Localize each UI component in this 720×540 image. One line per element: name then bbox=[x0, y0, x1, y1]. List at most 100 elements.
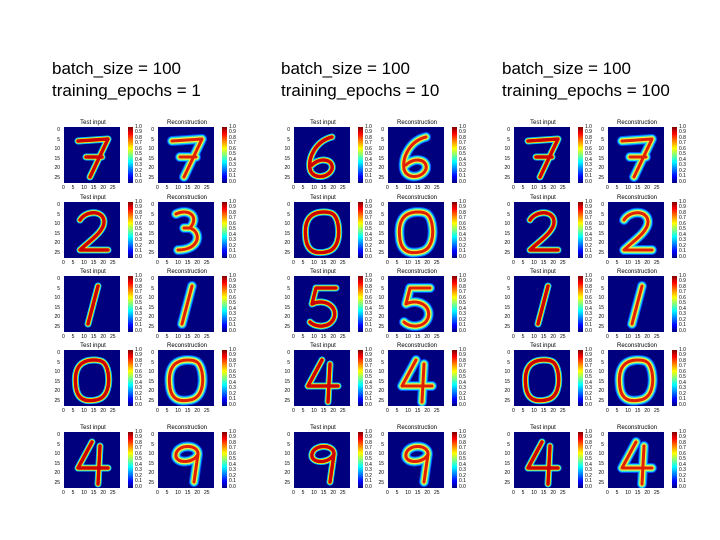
colorbar-tick-label: 0.9 bbox=[585, 129, 592, 136]
colorbar-tick-label: 1.0 bbox=[135, 273, 142, 279]
x-tick-label: 20 bbox=[100, 334, 106, 340]
colorbar-tick-label: 0.7 bbox=[135, 445, 142, 452]
colorbar-tick-label: 0.6 bbox=[459, 368, 466, 375]
colorbar-tick-label: 0.5 bbox=[365, 226, 372, 233]
y-tick-label: 20 bbox=[284, 388, 290, 395]
digit-image bbox=[617, 134, 657, 182]
y-tick-label: 5 bbox=[287, 136, 290, 143]
x-tick-label: 10 bbox=[311, 490, 317, 496]
colorbar-tick-label: 0.1 bbox=[585, 248, 592, 255]
y-tick-label: 25 bbox=[148, 398, 154, 404]
colorbar-tick-label: 0.4 bbox=[365, 461, 372, 468]
colorbar-tick-label: 1.0 bbox=[135, 429, 142, 435]
x-tick-label: 20 bbox=[424, 490, 430, 496]
digit-image bbox=[401, 441, 433, 487]
colorbar-tick-label: 0.9 bbox=[585, 434, 592, 441]
colorbar-tick-label: 0.3 bbox=[365, 385, 372, 392]
y-tick-label: 0 bbox=[507, 276, 510, 282]
y-tick-label: 5 bbox=[381, 285, 384, 292]
colorbar-tick-label: 0.2 bbox=[679, 390, 686, 397]
y-tick-label: 25 bbox=[504, 175, 510, 181]
test-input-panel: Test input 0 5 10 15 20 25 0 5 10 15 20 25 1.0 0.9 0.8 0… bbox=[276, 425, 386, 499]
test-input-panel: Test input 0 5 10 15 20 25 0 5 10 15 20 25 1.0 0.9 0.8 0… bbox=[496, 343, 606, 417]
colorbar-tick-label: 0.6 bbox=[365, 294, 372, 301]
x-tick-label: 0 bbox=[62, 334, 65, 340]
test-input-panel: Test input 0 5 10 15 20 25 0 5 10 15 20 25 1.0 0.9 0.8 0… bbox=[46, 120, 156, 194]
x-tick-label: 5 bbox=[71, 408, 75, 414]
y-tick-label: 20 bbox=[598, 470, 604, 477]
x-tick-label: 15 bbox=[634, 408, 641, 414]
x-tick-label: 10 bbox=[625, 334, 631, 340]
y-tick-label: 20 bbox=[598, 388, 604, 395]
y-tick-label: 15 bbox=[284, 304, 290, 311]
colorbar-tick-label: 0.7 bbox=[365, 140, 372, 147]
x-tick-label: 0 bbox=[156, 260, 159, 266]
colorbar-tick-label: 0.1 bbox=[585, 322, 592, 329]
x-tick-label: 10 bbox=[311, 408, 317, 414]
x-tick-label: 25 bbox=[434, 185, 440, 191]
y-tick-label: 0 bbox=[381, 350, 384, 356]
y-tick-label: 25 bbox=[284, 250, 290, 256]
colorbar-tick-label: 0.4 bbox=[679, 379, 686, 386]
x-tick-label: 5 bbox=[165, 408, 169, 414]
colorbar-tick-label: 0.6 bbox=[229, 294, 236, 301]
x-tick-label: 0 bbox=[606, 185, 609, 191]
y-tick-label: 5 bbox=[507, 285, 510, 292]
colorbar-tick-label: 0.1 bbox=[229, 322, 236, 329]
y-tick-label: 20 bbox=[148, 240, 154, 247]
colorbar-tick-label: 0.9 bbox=[135, 129, 142, 136]
x-tick-label: 5 bbox=[301, 260, 305, 266]
x-tick-label: 25 bbox=[560, 185, 566, 191]
colorbar-tick-label: 0.4 bbox=[135, 156, 142, 163]
colorbar-tick-label: 0.8 bbox=[585, 357, 592, 364]
colorbar-tick-label: 0.5 bbox=[135, 456, 142, 463]
x-tick-label: 0 bbox=[512, 334, 515, 340]
digit-heatmap bbox=[64, 432, 120, 488]
colorbar-tick-label: 0.0 bbox=[585, 483, 592, 490]
y-tick-label: 20 bbox=[504, 470, 510, 477]
panel-title: Reconstruction bbox=[396, 343, 438, 349]
y-tick-label: 20 bbox=[598, 240, 604, 247]
colorbar-tick-label: 0.9 bbox=[229, 352, 236, 359]
x-tick-label: 15 bbox=[414, 185, 421, 191]
x-tick-label: 20 bbox=[100, 490, 106, 496]
y-tick-label: 10 bbox=[598, 146, 604, 153]
y-tick-label: 5 bbox=[507, 359, 510, 366]
y-tick-label: 15 bbox=[504, 378, 510, 385]
digit-heatmap bbox=[514, 350, 570, 406]
x-tick-label: 5 bbox=[395, 334, 399, 340]
colorbar-tick-label: 0.0 bbox=[135, 483, 142, 490]
x-tick-label: 20 bbox=[550, 260, 556, 266]
y-tick-label: 0 bbox=[507, 350, 510, 356]
colorbar-tick-label: 0.4 bbox=[459, 379, 466, 386]
colorbar-tick-label: 0.0 bbox=[679, 483, 686, 490]
colorbar-tick-label: 0.6 bbox=[135, 450, 142, 457]
colorbar-tick-label: 0.6 bbox=[585, 220, 592, 227]
panel-title: Reconstruction bbox=[396, 195, 438, 201]
colorbar-tick-label: 0.1 bbox=[679, 396, 686, 403]
x-tick-label: 25 bbox=[204, 334, 210, 340]
digit-heatmap bbox=[514, 202, 570, 258]
x-tick-label: 25 bbox=[560, 490, 566, 496]
x-tick-label: 5 bbox=[71, 260, 75, 266]
x-tick-label: 20 bbox=[550, 334, 556, 340]
colorbar-tick-label: 0.4 bbox=[135, 379, 142, 386]
batch-size-label: batch_size = 100 bbox=[502, 59, 632, 78]
colorbar-tick-label: 0.5 bbox=[135, 300, 142, 307]
y-tick-label: 15 bbox=[54, 155, 60, 162]
x-tick-label: 5 bbox=[521, 334, 525, 340]
x-tick-label: 25 bbox=[654, 260, 660, 266]
digit-heatmap bbox=[388, 276, 444, 332]
colorbar-tick-label: 0.1 bbox=[135, 396, 142, 403]
colorbar-tick-label: 0.0 bbox=[585, 327, 592, 334]
colorbar-tick-label: 0.6 bbox=[459, 450, 466, 457]
colorbar-tick-label: 0.7 bbox=[679, 445, 686, 452]
colorbar-tick-label: 0.7 bbox=[585, 215, 592, 222]
colorbar-tick-label: 0.5 bbox=[585, 374, 592, 381]
y-tick-label: 15 bbox=[54, 230, 60, 237]
y-tick-label: 20 bbox=[504, 314, 510, 321]
colorbar-tick-label: 0.3 bbox=[229, 385, 236, 392]
colorbar-tick-label: 0.5 bbox=[585, 226, 592, 233]
colorbar-tick-label: 0.5 bbox=[459, 300, 466, 307]
column-header-epochs-100: batch_size = 100 training_epochs = 100 bbox=[502, 58, 670, 102]
